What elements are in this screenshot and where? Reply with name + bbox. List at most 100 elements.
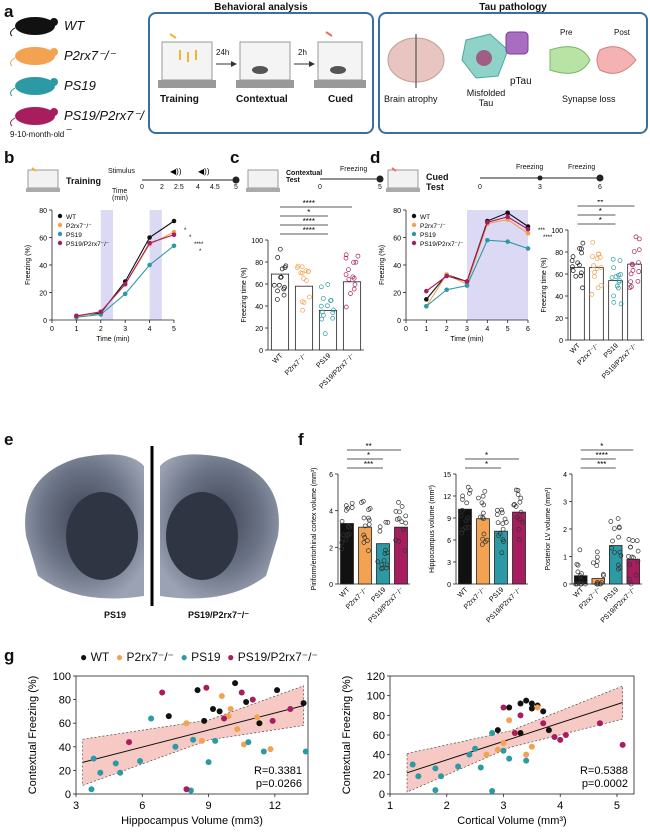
data-point: [432, 787, 439, 794]
data-point: [466, 751, 473, 758]
data-point: [616, 279, 622, 285]
data-point: [396, 500, 401, 505]
legend-marker: [57, 213, 63, 219]
panel-label-g: g: [4, 646, 15, 665]
y-tick-label: 60: [373, 730, 385, 742]
data-point: [171, 218, 177, 224]
significance-label: *: [485, 460, 488, 469]
data-point: [467, 491, 472, 496]
data-point: [122, 281, 128, 287]
data-point: [472, 745, 479, 752]
data-point: [489, 730, 496, 737]
data-point: [595, 580, 600, 585]
data-point: [347, 525, 352, 530]
y-tick-label: 100: [551, 228, 563, 235]
data-point: [598, 265, 604, 270]
bar: [394, 526, 408, 585]
y-tick-label: 40: [39, 263, 47, 270]
x-tick-label: 5: [614, 800, 620, 812]
data-point: [516, 527, 522, 532]
data-point: [505, 214, 510, 220]
data-point: [322, 331, 328, 336]
y-tick-label: 4: [563, 472, 567, 479]
tau-misfolded: Misfolded Tau: [466, 88, 506, 108]
significance-label: ***: [538, 228, 546, 234]
cued-chamber-icon: [386, 167, 420, 192]
data-point: [399, 519, 405, 525]
y-tick-label: 0: [65, 789, 71, 801]
y-tick-label: 2: [329, 545, 333, 552]
data-point: [279, 266, 285, 272]
data-point: [274, 687, 281, 694]
training-cage-icon: [158, 33, 216, 88]
data-point: [617, 549, 623, 555]
data-point: [343, 507, 349, 513]
data-point: [201, 717, 208, 724]
x-tick-label: PS19: [603, 342, 620, 359]
y-tick-label: 6: [329, 472, 333, 479]
data-point: [618, 553, 624, 558]
data-point: [409, 761, 416, 768]
y-tick-label: 20: [255, 326, 263, 333]
data-point: [256, 720, 263, 727]
data-point: [557, 736, 564, 743]
b-icon-label: Training: [66, 176, 102, 186]
data-point: [171, 232, 177, 238]
data-point: [628, 581, 634, 587]
brain-slice-picture: [25, 446, 279, 606]
stat-p: p=0.0002: [582, 778, 628, 790]
x-tick-label: 1: [387, 800, 393, 812]
genotype-p2rx7: P2rx7⁻/⁻: [64, 48, 116, 63]
data-point: [460, 497, 465, 502]
data-point: [402, 548, 408, 553]
mouse-icon-ps19: [10, 77, 58, 97]
data-point: [627, 562, 633, 567]
data-point: [302, 748, 309, 755]
data-point: [299, 264, 305, 270]
data-point: [596, 720, 603, 727]
data-point: [232, 680, 239, 687]
data-point: [630, 268, 636, 273]
b-time-tick: 0: [140, 184, 144, 191]
bar: [376, 543, 390, 585]
legend-p2rx7: P2rx7⁻/⁻: [126, 650, 174, 664]
data-point: [444, 273, 449, 279]
x-tick-label: 9: [206, 800, 212, 812]
legend-marker: [57, 231, 63, 237]
legend-label: P2rx7⁻/⁻: [66, 223, 92, 230]
y-tick-label: 12: [443, 494, 451, 501]
data-point: [480, 510, 486, 516]
legend-dot-p2rx7: ●: [115, 650, 124, 664]
data-point: [610, 256, 616, 262]
bar: [270, 273, 290, 351]
data-point: [300, 700, 307, 707]
y-tick-label: 100: [251, 238, 263, 245]
data-point: [520, 519, 526, 525]
data-point: [346, 267, 351, 273]
y-tick-label: 80: [393, 208, 401, 215]
data-point: [238, 689, 245, 696]
data-point: [517, 700, 524, 707]
bar: [340, 523, 354, 585]
significance-label: *: [599, 207, 602, 216]
legend-marker: [411, 222, 417, 228]
data-point: [481, 531, 487, 537]
y-tick-label: 80: [39, 208, 47, 215]
data-point: [307, 294, 312, 300]
data-point: [617, 258, 623, 263]
x-tick-label: 2: [99, 326, 103, 333]
x-tick-label: WT: [573, 586, 586, 599]
x-tick-label: 2: [445, 326, 449, 333]
series-line: [425, 219, 529, 307]
data-point: [122, 291, 128, 297]
data-point: [540, 720, 547, 727]
legend-dot-ps19-p2rx7: ●: [227, 650, 235, 664]
g-legend: ● WT ● P2rx7⁻/⁻ ● PS19 ● PS19/P2rx7⁻/⁻: [80, 650, 318, 664]
d-freezing-label-1: Freezing: [516, 164, 544, 171]
data-point: [494, 746, 501, 753]
x-tick-label: 5: [172, 326, 176, 333]
data-point: [506, 717, 513, 724]
data-point: [362, 523, 368, 529]
data-point: [299, 299, 305, 304]
data-point: [494, 507, 500, 513]
